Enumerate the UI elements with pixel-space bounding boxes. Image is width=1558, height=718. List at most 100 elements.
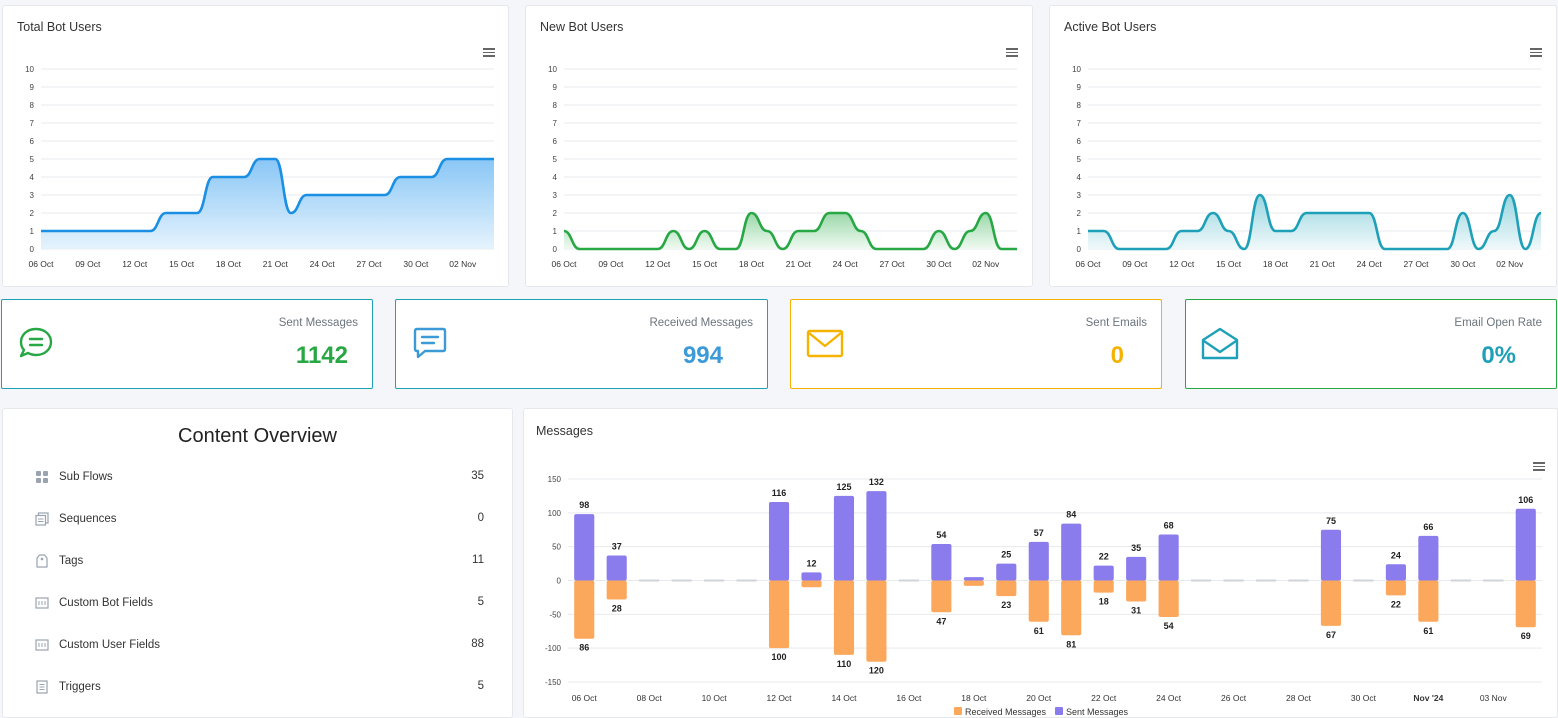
content-item-count: 0 — [477, 512, 484, 524]
x-tick-label: 22 Oct — [1091, 693, 1117, 703]
received-bar — [1385, 580, 1406, 596]
series-line — [563, 211, 1017, 251]
y-tick-label: 9 — [30, 83, 35, 92]
received-bar — [1061, 580, 1082, 636]
sent-bar — [606, 555, 627, 581]
received-bar — [866, 580, 887, 662]
x-tick-label: 02 Nov — [449, 259, 477, 269]
y-tick-label: 1 — [30, 227, 35, 236]
x-tick-label: 24 Oct — [1156, 693, 1182, 703]
y-tick-label: -100 — [545, 644, 562, 653]
x-tick-label: 30 Oct — [403, 259, 429, 269]
received-data-label: 69 — [1521, 631, 1531, 641]
received-bar — [1093, 580, 1114, 593]
envelope-icon — [806, 329, 844, 358]
y-tick-label: 1 — [1077, 227, 1082, 236]
y-tick-label: 2 — [1077, 209, 1082, 218]
x-tick-label: 09 Oct — [1122, 259, 1148, 269]
area-fill — [41, 159, 494, 249]
content-item-count: 88 — [471, 638, 484, 650]
x-tick-label: 18 Oct — [1263, 259, 1289, 269]
x-tick-label: 18 Oct — [739, 259, 765, 269]
y-tick-label: 6 — [30, 137, 35, 146]
y-tick-label: 6 — [553, 137, 558, 146]
chart-menu-icon[interactable] — [483, 48, 495, 57]
received-bar — [768, 580, 790, 649]
sent-data-label: 84 — [1066, 510, 1076, 520]
content-overview-card: Content Overview Sub Flows 35 Sequences … — [2, 408, 513, 718]
y-tick-label: 10 — [1072, 65, 1081, 74]
x-tick-label: 24 Oct — [310, 259, 336, 269]
x-tick-label: 03 Nov — [1480, 693, 1508, 703]
x-tick-label: 21 Oct — [1310, 259, 1336, 269]
content-item-count: 5 — [477, 680, 484, 692]
content-item-tags[interactable]: Tags 11 — [35, 551, 484, 571]
sent-bar — [1158, 534, 1179, 581]
content-item-label: Sequences — [59, 513, 117, 525]
stat-value: 1142 — [295, 342, 348, 369]
content-item-count: 5 — [477, 596, 484, 608]
received-bar — [1418, 580, 1439, 622]
new-bot-users-chart: 0 1 2 3 4 5 6 7 8 9 10 06 Oct 09 Oct 12 Oct 15 Oct 18 O… — [548, 65, 1017, 269]
received-data-label: 100 — [772, 652, 787, 662]
field-icon — [35, 639, 49, 651]
sent-bar — [801, 572, 822, 581]
sent-data-label: 66 — [1423, 522, 1433, 532]
x-tick-label: 27 Oct — [357, 259, 383, 269]
message-square-icon — [413, 327, 447, 359]
stat-label: Received Messages — [649, 317, 753, 329]
content-overview-title: Content Overview — [178, 425, 337, 447]
x-tick-label: 21 Oct — [786, 259, 812, 269]
y-tick-label: 0 — [30, 245, 35, 254]
y-tick-label: 100 — [548, 509, 562, 518]
sent-bar — [996, 563, 1017, 581]
y-tick-label: 5 — [553, 155, 558, 164]
chart-title: Active Bot Users — [1064, 20, 1157, 34]
content-item-sequences[interactable]: Sequences 0 — [35, 509, 484, 529]
stat-label: Sent Messages — [278, 317, 358, 329]
y-tick-label: 0 — [1077, 245, 1082, 254]
x-tick-label: 20 Oct — [1026, 693, 1052, 703]
x-tick-label: 15 Oct — [692, 259, 718, 269]
received-bar — [1320, 580, 1342, 626]
chart-menu-icon[interactable] — [1533, 462, 1545, 471]
y-tick-label: 9 — [1077, 83, 1082, 92]
sent-data-label: 68 — [1164, 520, 1174, 530]
chart-menu-icon[interactable] — [1006, 48, 1018, 57]
received-data-label: 86 — [579, 643, 589, 653]
x-tick-label: 09 Oct — [598, 259, 624, 269]
y-tick-label: 3 — [30, 191, 35, 200]
y-tick-label: 50 — [552, 543, 561, 552]
chart-menu-icon[interactable] — [1530, 48, 1542, 57]
x-tick-label: 24 Oct — [1357, 259, 1383, 269]
content-item-count: 35 — [471, 470, 484, 482]
y-tick-label: -50 — [549, 610, 561, 619]
sent-bar — [1061, 523, 1082, 581]
content-item-sub-flows[interactable]: Sub Flows 35 — [35, 467, 484, 487]
email-open-rate-card: Email Open Rate 0% — [1185, 299, 1557, 389]
x-tick-label: 30 Oct — [926, 259, 952, 269]
x-tick-label: 12 Oct — [122, 259, 148, 269]
sent-bar — [574, 514, 595, 581]
x-tick-label: 10 Oct — [702, 693, 728, 703]
sent-data-label: 35 — [1131, 543, 1141, 553]
content-item-custom-user-fields[interactable]: Custom User Fields 88 — [35, 635, 484, 655]
open-envelope-icon — [1201, 327, 1239, 360]
content-item-label: Custom Bot Fields — [59, 597, 153, 609]
y-tick-label: 5 — [30, 155, 35, 164]
stat-value: 0% — [1481, 342, 1516, 369]
x-tick-label: 08 Oct — [637, 693, 663, 703]
y-tick-label: 8 — [1077, 101, 1082, 110]
received-data-label: 23 — [1001, 600, 1011, 610]
sent-bar — [1093, 565, 1114, 581]
content-item-custom-bot-fields[interactable]: Custom Bot Fields 5 — [35, 593, 484, 613]
content-item-triggers[interactable]: Triggers 5 — [35, 677, 484, 697]
received-bar — [574, 580, 595, 639]
received-data-label: 110 — [837, 659, 852, 669]
y-tick-label: 4 — [1077, 173, 1082, 182]
new-bot-users-card: New Bot Users 0 1 2 3 4 5 6 7 8 9 10 06 Oct 09 Oct 12… — [525, 5, 1033, 287]
sent-bar — [931, 543, 952, 581]
received-bar — [606, 580, 627, 600]
received-data-label: 61 — [1423, 626, 1433, 636]
x-tick-label: 16 Oct — [896, 693, 922, 703]
